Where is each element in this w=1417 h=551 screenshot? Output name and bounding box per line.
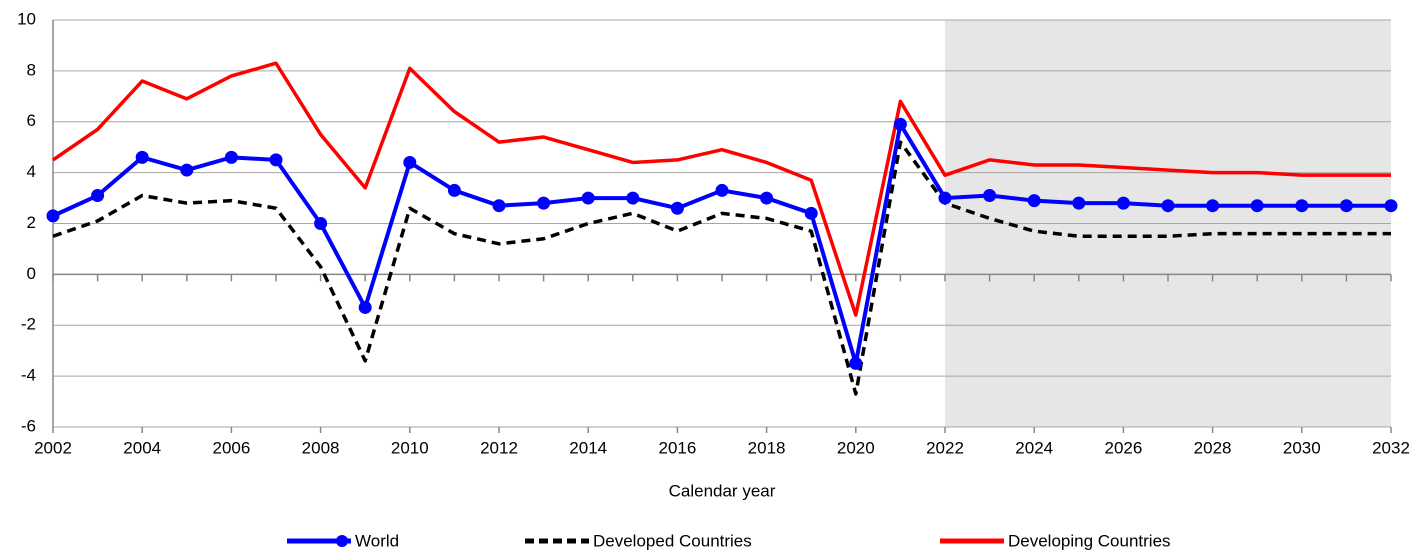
series-marker [938, 191, 952, 205]
y-tick-label: 0 [27, 264, 36, 283]
y-tick-label: 10 [17, 9, 36, 28]
series-marker [537, 196, 551, 210]
series-marker [1072, 196, 1086, 210]
series-line [52, 140, 1391, 396]
series-marker [91, 189, 105, 203]
x-tick-label: 2010 [391, 438, 429, 457]
y-tick-label: -4 [21, 366, 36, 385]
series-marker [447, 183, 461, 197]
series-marker [1116, 196, 1130, 210]
legend-label: Developing Countries [1008, 531, 1171, 550]
series-line [52, 61, 1391, 317]
x-tick-label: 2026 [1104, 438, 1142, 457]
series-marker [224, 150, 238, 164]
series-marker [403, 155, 417, 169]
series-marker [670, 201, 684, 215]
series-marker [893, 117, 907, 131]
x-tick-label: 2032 [1372, 438, 1410, 457]
x-tick-label: 2006 [212, 438, 250, 457]
x-tick-label: 2022 [926, 438, 964, 457]
x-tick-label: 2008 [302, 438, 340, 457]
y-tick-label: 2 [27, 213, 36, 232]
series-marker [626, 191, 640, 205]
series-marker [314, 217, 328, 230]
series-marker [180, 163, 194, 177]
series-marker [760, 191, 774, 205]
series-marker [135, 150, 149, 164]
series-marker [804, 206, 818, 220]
series-marker [1250, 199, 1264, 213]
x-tick-label: 2014 [569, 438, 607, 457]
x-axis-label: Calendar year [669, 481, 776, 500]
y-tick-label: 8 [27, 60, 36, 79]
series-marker [46, 209, 60, 223]
x-tick-label: 2012 [480, 438, 518, 457]
x-tick-label: 2004 [123, 438, 161, 457]
legend-label: World [355, 531, 399, 550]
x-tick-label: 2024 [1015, 438, 1053, 457]
series-marker [715, 183, 729, 197]
series-marker [1206, 199, 1220, 213]
series-marker [269, 153, 283, 167]
x-tick-label: 2028 [1194, 438, 1232, 457]
x-tick-label: 2018 [748, 438, 786, 457]
series-marker [1161, 199, 1175, 213]
series-marker [358, 300, 372, 314]
series-marker [581, 191, 595, 205]
x-tick-label: 2002 [34, 438, 72, 457]
y-tick-label: -6 [21, 416, 36, 435]
series-marker [849, 356, 863, 370]
series-marker [1027, 194, 1041, 208]
series-marker [983, 189, 997, 203]
series-marker [1384, 199, 1398, 213]
x-tick-label: 2020 [837, 438, 875, 457]
legend-label: Developed Countries [593, 531, 752, 550]
y-tick-label: 4 [27, 162, 36, 181]
series-marker [1295, 199, 1309, 213]
y-tick-label: -2 [21, 315, 36, 334]
series-marker [1339, 199, 1353, 213]
legend-marker [336, 535, 348, 547]
series-marker [492, 199, 506, 213]
x-tick-label: 2016 [658, 438, 696, 457]
y-tick-label: 6 [27, 111, 36, 130]
x-tick-label: 2030 [1283, 438, 1321, 457]
